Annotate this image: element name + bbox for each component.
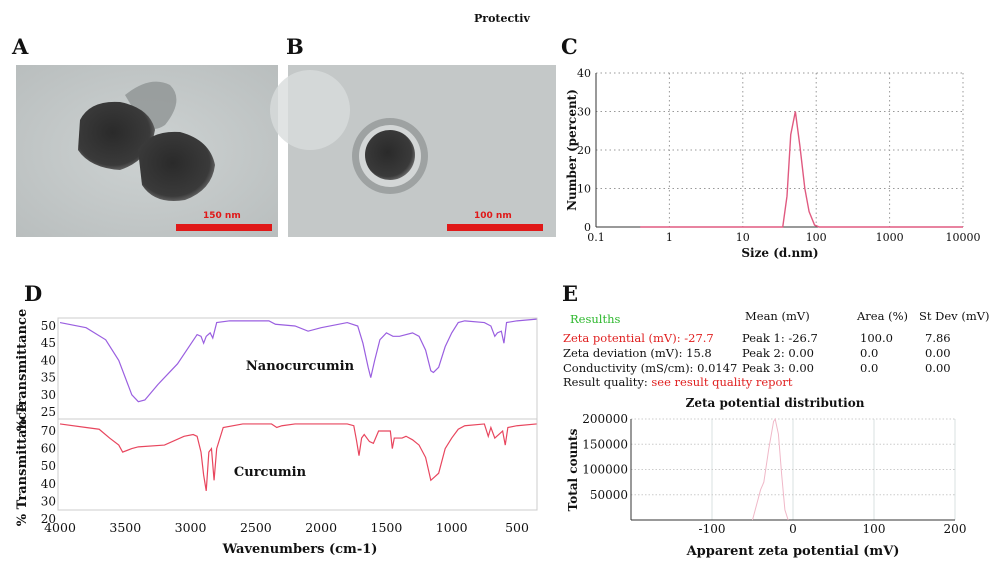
- nanoparticle: [78, 101, 155, 170]
- y-tick-label: 50: [41, 319, 56, 333]
- x-tick-label: 0: [789, 522, 797, 536]
- y-tick-label: 10: [577, 183, 591, 196]
- y-tick-label: 50: [41, 459, 56, 473]
- x-tick-label: 1000: [436, 520, 468, 535]
- y-tick-label: 150000: [582, 437, 628, 451]
- col-area: Area (%): [857, 309, 909, 323]
- row-peak2-stdev: 0.00: [925, 346, 951, 360]
- quality-label: Result quality:: [563, 375, 648, 389]
- scale-bar-b: [447, 224, 543, 231]
- col-mean: Mean (mV): [745, 309, 810, 323]
- y-tick-label: 30: [41, 494, 56, 508]
- x-tick-label: 500: [505, 520, 529, 535]
- series-label: Nanocurcumin: [246, 359, 355, 374]
- chart-title: Zeta potential distribution: [686, 396, 865, 410]
- y-tick-label: 45: [41, 336, 56, 350]
- y-tick-label: 30: [577, 106, 591, 119]
- y-tick-label: 200000: [582, 412, 628, 426]
- nanoparticle: [138, 131, 215, 201]
- y-tick-label: 35: [41, 371, 56, 385]
- x-axis-label: Size (d.nm): [741, 246, 818, 260]
- x-axis-label: Apparent zeta potential (mV): [686, 544, 900, 559]
- ftir-frame: [57, 317, 538, 511]
- x-tick-label: 10: [736, 231, 750, 244]
- y-tick-label: 30: [41, 388, 56, 402]
- x-tick-label: 0.1: [587, 231, 605, 244]
- x-tick-label: 2000: [305, 520, 337, 535]
- y-axis-label: % Transmittance: [15, 404, 30, 526]
- x-axis-label: Wavenumbers (cm-1): [222, 542, 378, 557]
- row-peak3-stdev: 0.00: [925, 361, 951, 375]
- x-tick-label: 200: [944, 522, 967, 536]
- x-tick-label: 100: [806, 231, 827, 244]
- series-label: Curcumin: [234, 465, 307, 480]
- size-distribution-line: [640, 111, 963, 228]
- row-peak2: Peak 2: 0.00: [742, 346, 814, 360]
- panel-label-e: E: [562, 281, 579, 306]
- y-axis-label: Number (percent): [565, 89, 579, 211]
- row-peak1: Peak 1: -26.7: [742, 331, 818, 345]
- row-conductivity: Conductivity (mS/cm): 0.0147: [563, 361, 738, 375]
- y-tick-label: 20: [41, 512, 56, 526]
- tem-image-b: [270, 65, 556, 237]
- y-tick-label: 60: [41, 442, 56, 456]
- ftir-spectrum-line: [59, 318, 537, 403]
- x-tick-label: 1000: [876, 231, 904, 244]
- x-tick-label: 1500: [371, 520, 403, 535]
- y-tick-label: 0: [584, 221, 591, 234]
- results-title: Resulths: [570, 312, 621, 326]
- row-zeta-deviation: Zeta deviation (mV): 15.8: [563, 346, 712, 360]
- y-tick-label: 25: [41, 405, 56, 419]
- col-stdev: St Dev (mV): [919, 309, 990, 323]
- row-peak3: Peak 3: 0.00: [742, 361, 814, 375]
- row-zeta-potential: Zeta potential (mV): -27.7: [563, 331, 714, 345]
- y-tick-label: 40: [41, 353, 56, 367]
- panel-label-a: A: [12, 34, 29, 59]
- x-tick-label: 10000: [946, 231, 981, 244]
- row-peak1-stdev: 7.86: [925, 331, 951, 345]
- panel-label-d: D: [24, 281, 43, 306]
- x-tick-label: 3000: [175, 520, 207, 535]
- scale-bar-a: [176, 224, 272, 231]
- tem-image-a: [16, 65, 278, 237]
- zeta-distribution-line: [752, 417, 789, 521]
- x-tick-label: 4000: [44, 520, 76, 535]
- scale-bar-label-b: 100 nm: [474, 211, 512, 221]
- y-axis-label: % Transmittance: [15, 309, 30, 431]
- y-tick-label: 100000: [582, 463, 628, 477]
- x-tick-label: 100: [863, 522, 886, 536]
- y-tick-label: 40: [577, 67, 591, 80]
- quality-report-link[interactable]: see result quality report: [651, 375, 793, 389]
- row-peak2-area: 0.0: [860, 346, 879, 360]
- x-tick-label: 2500: [240, 520, 272, 535]
- row-peak1-area: 100.0: [860, 331, 893, 345]
- y-tick-label: 40: [41, 477, 56, 491]
- x-tick-label: 3500: [109, 520, 141, 535]
- y-tick-label: 50000: [590, 488, 628, 502]
- nanoparticle: [365, 130, 415, 180]
- row-peak3-area: 0.0: [860, 361, 879, 375]
- y-axis-label: Total counts: [566, 428, 580, 511]
- y-tick-label: 70: [41, 424, 56, 438]
- x-tick-label: -100: [699, 522, 726, 536]
- ftir-spectrum-line: [59, 423, 537, 491]
- panel-label-c: C: [561, 34, 578, 59]
- panel-label-b: B: [286, 34, 304, 59]
- scale-bar-label-a: 150 nm: [203, 211, 241, 221]
- header-text: Protectiv: [474, 12, 530, 25]
- y-tick-label: 20: [577, 144, 591, 157]
- x-tick-label: 1: [666, 231, 673, 244]
